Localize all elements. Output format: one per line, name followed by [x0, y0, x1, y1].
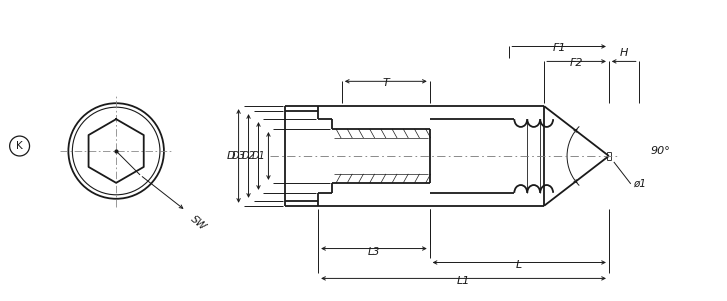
Text: L3: L3	[368, 247, 380, 256]
Text: K: K	[16, 141, 23, 151]
Text: 90°: 90°	[651, 146, 670, 156]
Text: L1: L1	[457, 276, 470, 287]
Text: ø1: ø1	[632, 179, 646, 189]
Text: H: H	[619, 48, 628, 58]
Text: D2: D2	[242, 151, 255, 161]
Text: D: D	[227, 151, 236, 161]
Text: D1: D1	[252, 151, 265, 161]
Text: T: T	[382, 78, 389, 88]
Text: F2: F2	[570, 58, 583, 68]
Text: SW: SW	[189, 214, 208, 232]
Text: D3: D3	[232, 151, 246, 161]
Text: F1: F1	[553, 44, 566, 54]
Text: L: L	[516, 260, 523, 271]
